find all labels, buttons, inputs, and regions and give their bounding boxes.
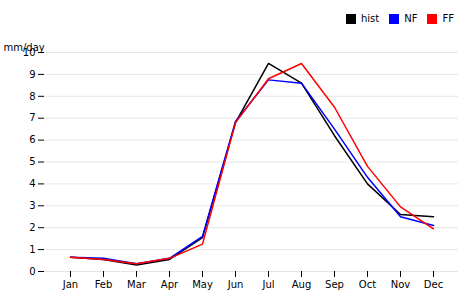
- svg-text:Oct: Oct: [359, 279, 376, 290]
- svg-text:0: 0: [29, 266, 35, 277]
- svg-text:7: 7: [29, 112, 35, 123]
- svg-text:Mar: Mar: [127, 279, 147, 290]
- svg-text:9: 9: [29, 69, 35, 80]
- svg-text:5: 5: [29, 156, 35, 167]
- svg-text:Apr: Apr: [161, 279, 179, 290]
- svg-text:Dec: Dec: [424, 279, 443, 290]
- svg-text:May: May: [192, 279, 213, 290]
- svg-text:3: 3: [29, 200, 35, 211]
- svg-text:Nov: Nov: [391, 279, 411, 290]
- html-text:NF: NF: [404, 13, 418, 24]
- svg-text:Sep: Sep: [325, 279, 344, 290]
- svg-text:Feb: Feb: [95, 279, 113, 290]
- html-text:FF: FF: [442, 13, 454, 24]
- svg-text:Jan: Jan: [62, 279, 78, 290]
- svg-text:2: 2: [29, 222, 35, 233]
- svg-text:8: 8: [29, 91, 35, 102]
- svg-text:4: 4: [29, 178, 35, 189]
- svg-text:6: 6: [29, 134, 35, 145]
- svg-text:Aug: Aug: [292, 279, 312, 290]
- html-text:hist: hist: [361, 13, 380, 24]
- svg-text:Jun: Jun: [227, 279, 244, 290]
- svg-text:mm/day: mm/day: [4, 42, 45, 53]
- svg-text:1: 1: [29, 244, 35, 255]
- svg-text:Jul: Jul: [261, 279, 274, 290]
